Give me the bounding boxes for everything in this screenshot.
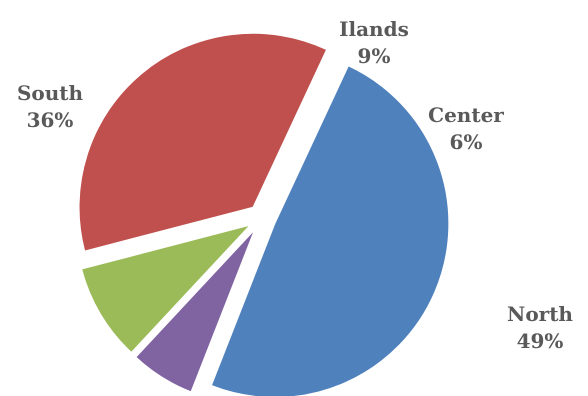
data-label-ilands: Ilands 9% [339, 17, 409, 68]
data-label-category-south: South [17, 81, 84, 105]
pie-slice-north [210, 65, 450, 396]
data-label-south: South 36% [17, 81, 84, 132]
pie-slices [78, 32, 450, 396]
data-label-north: North 49% [507, 302, 573, 353]
data-label-category-ilands: Ilands [339, 17, 409, 41]
data-label-percent-north: 49% [517, 329, 564, 353]
data-label-percent-center: 6% [450, 130, 483, 154]
pie-labels: North 49% Center 6% Ilands 9% South 36% [17, 17, 573, 353]
pie-slice-center [135, 229, 256, 393]
data-label-center: Center 6% [428, 103, 504, 154]
data-label-percent-ilands: 9% [358, 44, 391, 68]
data-label-category-north: North [507, 302, 573, 326]
pie-slice-south [78, 32, 328, 252]
data-label-category-center: Center [428, 103, 504, 127]
data-label-percent-south: 36% [27, 108, 74, 132]
pie-slice-ilands [80, 224, 252, 354]
